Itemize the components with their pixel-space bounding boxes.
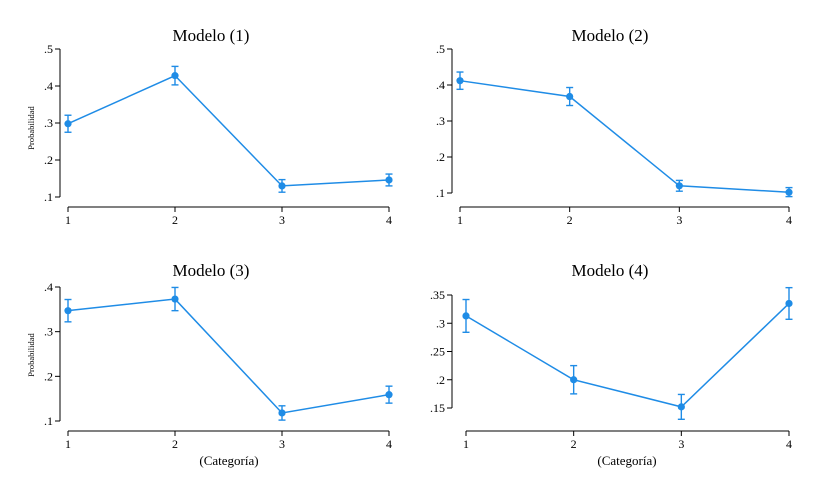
- data-point: [64, 307, 72, 315]
- y-axis-label: Probabilidad: [26, 106, 36, 150]
- y-tick-label: .1: [44, 190, 53, 204]
- axes: .1 .2 .3 .4 .5 1 2 3 4: [44, 42, 392, 227]
- x-tick-label: 3: [279, 213, 285, 227]
- panel-title: Modelo (4): [572, 261, 649, 280]
- x-tick-label: 3: [676, 213, 682, 227]
- x-axis-label: (Categoría): [597, 453, 656, 468]
- y-tick-label: .4: [436, 78, 445, 92]
- data-point: [385, 176, 393, 184]
- panel-title: Modelo (2): [572, 26, 649, 45]
- data-point: [64, 120, 72, 128]
- y-tick-label: .3: [436, 316, 445, 330]
- y-tick-label: .15: [430, 401, 445, 415]
- x-tick-label: 1: [65, 213, 71, 227]
- panel-modelo-1: Modelo (1) Probabilidad .1 .2 .3 .4 .5 1 2 3 4: [26, 26, 393, 227]
- y-tick-label: .25: [430, 345, 445, 359]
- y-tick-label: .1: [436, 186, 445, 200]
- y-tick-label: .3: [44, 116, 53, 130]
- data-point: [785, 188, 793, 196]
- x-tick-label: 2: [571, 437, 577, 451]
- data-point: [566, 92, 574, 101]
- x-tick-label: 1: [65, 437, 71, 451]
- x-tick-label: 4: [386, 437, 392, 451]
- y-tick-label: .1: [44, 414, 53, 428]
- panel-title: Modelo (1): [173, 26, 250, 45]
- series: [456, 71, 793, 198]
- axes: .15 .2 .25 .3 .35 1 2 3 4: [430, 288, 792, 451]
- y-tick-label: .2: [44, 369, 53, 383]
- x-tick-label: 4: [386, 213, 392, 227]
- series-line: [67, 298, 390, 414]
- data-point: [278, 409, 286, 417]
- x-tick-label: 2: [567, 213, 573, 227]
- x-tick-label: 1: [463, 437, 469, 451]
- axes: .1 .2 .3 .4 1 2 3 4: [44, 280, 392, 451]
- y-tick-label: .5: [436, 42, 445, 56]
- x-tick-label: 2: [172, 213, 178, 227]
- y-tick-label: .4: [44, 280, 53, 294]
- data-point: [570, 376, 578, 384]
- y-tick-label: .3: [436, 114, 445, 128]
- series-line: [67, 74, 390, 187]
- axes: .1 .2 .3 .4 .5 1 2 3 4: [436, 42, 792, 227]
- data-point: [456, 77, 464, 85]
- x-tick-label: 4: [786, 437, 792, 451]
- x-tick-label: 3: [279, 437, 285, 451]
- y-tick-label: .2: [436, 373, 445, 387]
- panel-modelo-3: Modelo (3) Probabilidad (Categoría) .1 .2…: [26, 261, 393, 468]
- data-point: [278, 182, 286, 190]
- y-axis-label: Probabilidad: [26, 333, 36, 377]
- x-axis-label: (Categoría): [199, 453, 258, 468]
- y-tick-label: .4: [44, 79, 53, 93]
- x-tick-label: 2: [172, 437, 178, 451]
- y-tick-label: .2: [44, 153, 53, 167]
- data-point: [462, 312, 470, 320]
- panel-modelo-2: Modelo (2) .1 .2 .3 .4 .5 1 2 3 4: [436, 26, 793, 227]
- data-point: [385, 391, 393, 399]
- data-point: [785, 299, 793, 308]
- data-point: [677, 403, 685, 411]
- panel-modelo-4: Modelo (4) (Categoría) .15 .2 .25 .3 .35 1 2 3 4: [430, 261, 793, 468]
- series: [64, 286, 393, 421]
- series: [64, 65, 393, 193]
- y-tick-label: .3: [44, 325, 53, 339]
- x-tick-label: 4: [786, 213, 792, 227]
- series-line: [459, 79, 790, 194]
- data-point: [171, 295, 179, 303]
- data-point: [171, 72, 179, 80]
- data-point: [675, 182, 683, 190]
- x-tick-label: 1: [457, 213, 463, 227]
- y-tick-label: .2: [436, 150, 445, 164]
- y-tick-label: .35: [430, 288, 445, 302]
- panel-title: Modelo (3): [173, 261, 250, 280]
- x-tick-label: 3: [678, 437, 684, 451]
- y-tick-label: .5: [44, 42, 53, 56]
- series: [462, 286, 793, 420]
- series-line: [465, 302, 790, 408]
